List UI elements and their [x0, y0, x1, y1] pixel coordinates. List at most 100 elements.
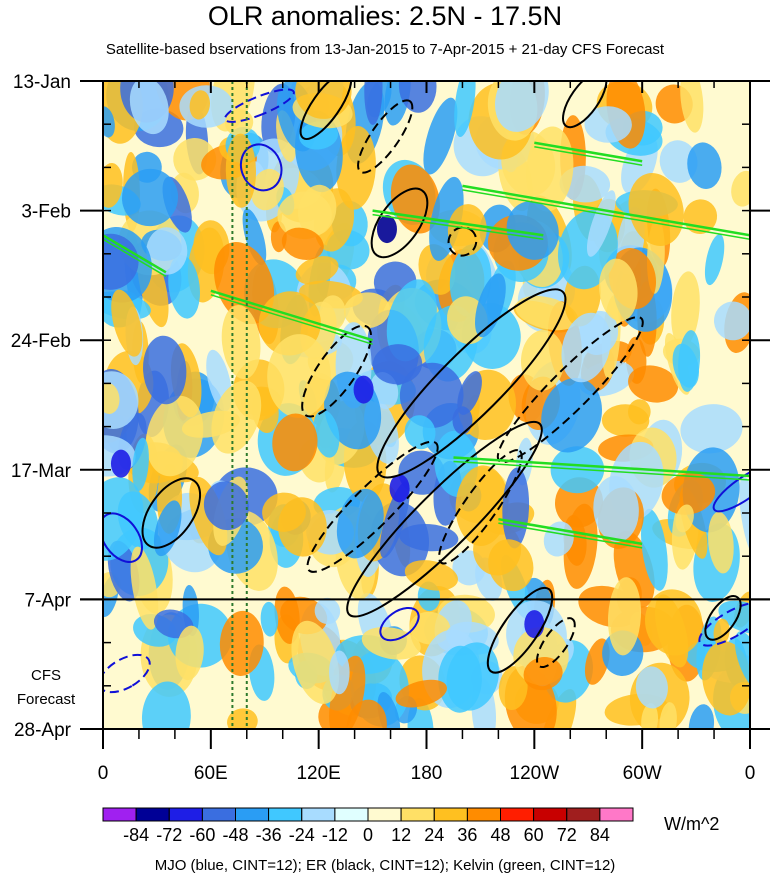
kelvin-contour — [453, 456, 750, 478]
colorbar-level-label: 84 — [590, 825, 610, 845]
er-contour — [438, 449, 523, 565]
anomaly-core — [376, 215, 397, 244]
anomaly-patch — [599, 258, 638, 322]
x-tick-label: 120W — [510, 763, 560, 784]
anomaly-patch — [607, 577, 642, 656]
anomaly-patch — [398, 81, 437, 113]
anomaly-patch — [539, 688, 577, 729]
anomaly-patch — [132, 437, 149, 492]
colorbar-swatch — [201, 807, 236, 822]
anomaly-patch — [593, 476, 639, 543]
anomaly-patch — [506, 201, 559, 260]
y-tick-label: 28-Apr — [14, 720, 72, 741]
axes: 13-Jan 3-Feb 24-Feb 17-Mar 7-Apr 28-Apr 0 60E 12… — [11, 72, 770, 784]
anomaly-patch — [242, 208, 267, 266]
mjo-contour — [103, 512, 143, 563]
anomaly-patch — [143, 335, 187, 405]
anomaly-patch — [713, 301, 750, 341]
anomaly-patch — [671, 271, 700, 348]
anomaly-patch — [336, 488, 384, 559]
anomaly-patch — [731, 170, 750, 207]
anomaly-patch — [739, 476, 750, 559]
anomaly-core — [389, 474, 410, 503]
anomaly-patch — [146, 395, 204, 477]
forecast-label: CFS Forecast — [14, 664, 78, 712]
colorbar-level-label: 48 — [490, 825, 510, 845]
colorbar-swatch — [334, 807, 369, 822]
colorbar-level-label: -72 — [156, 825, 182, 845]
kelvin-contour — [534, 145, 643, 166]
anomaly-patch — [654, 594, 689, 668]
anomaly-patch — [313, 409, 340, 458]
anomaly-patch — [299, 121, 339, 150]
er-contour — [562, 81, 608, 129]
er-contour — [447, 226, 478, 257]
anomaly-patch — [346, 699, 387, 729]
er-contour — [486, 586, 554, 674]
anomaly-patch — [189, 90, 211, 120]
contour-legend-note: MJO (blue, CINT=12); ER (black, CINT=12)… — [154, 857, 616, 874]
anomaly-patch — [219, 610, 264, 676]
colorbar-level-label: -60 — [189, 825, 215, 845]
x-tick-label: 0 — [745, 763, 756, 784]
anomaly-patch — [281, 227, 324, 260]
mjo-contour — [239, 143, 283, 192]
anomaly-patch — [299, 280, 363, 309]
forecast-label-line: CFS — [31, 667, 61, 684]
kelvin-contour — [210, 294, 373, 345]
y-tick-label: 7-Apr — [25, 590, 72, 611]
colorbar-level-label: 12 — [391, 825, 411, 845]
x-tick-label: 180 — [411, 763, 443, 784]
chart-title: OLR anomalies: 2.5N - 17.5N — [207, 1, 563, 31]
colorbar-level-label: -12 — [322, 825, 348, 845]
anomaly-patch — [498, 666, 528, 711]
kelvin-contour — [498, 522, 643, 549]
anomaly-patch — [661, 472, 716, 515]
anomaly-patch — [262, 492, 306, 532]
anomaly-patch — [214, 242, 275, 324]
y-tick-label: 13-Jan — [13, 72, 71, 93]
y-tick-label: 3-Feb — [21, 202, 71, 223]
er-contour — [346, 420, 543, 618]
colorbar-units: W/m^2 — [664, 814, 720, 834]
anomaly-patch — [130, 546, 159, 630]
anomaly-patch — [523, 657, 563, 691]
colorbar-swatch — [533, 807, 568, 822]
anomaly-patch — [314, 597, 341, 625]
plot-area — [103, 81, 750, 729]
anomaly-patch — [418, 244, 456, 295]
anomaly-patch — [675, 504, 694, 533]
anomaly-patch — [446, 642, 500, 711]
anomaly-patch — [343, 292, 390, 329]
anomaly-patch — [291, 620, 340, 705]
anomaly-patch — [708, 511, 734, 574]
anomaly-core — [353, 375, 374, 404]
anomaly-patch — [641, 703, 659, 729]
er-contour — [141, 477, 202, 549]
anomaly-patch — [584, 106, 632, 143]
mjo-contour — [379, 606, 420, 642]
colorbar-swatch — [500, 807, 535, 822]
anomaly-patch — [111, 289, 143, 357]
anomaly-patch — [260, 601, 279, 637]
anomaly-patch — [203, 481, 249, 531]
anomaly-patch — [488, 539, 534, 592]
kelvin-contour — [372, 209, 544, 237]
anomaly-patch — [494, 81, 549, 132]
colorbar-swatch — [599, 807, 634, 822]
x-tick-label: 120E — [296, 763, 340, 784]
colorbar-swatch — [268, 807, 303, 822]
anomaly-patch — [628, 173, 684, 246]
colorbar-level-label: 0 — [363, 825, 373, 845]
x-tick-label: 0 — [98, 763, 109, 784]
anomaly-patch — [704, 234, 725, 286]
anomaly-patch — [399, 362, 464, 429]
x-tick-label: 60W — [623, 763, 662, 784]
anomaly-patch — [129, 81, 169, 135]
anomaly-patch — [211, 380, 262, 454]
anomaly-core — [452, 406, 473, 435]
anomaly-patch — [103, 106, 115, 138]
anomaly-patch — [454, 81, 476, 137]
anomaly-patch — [329, 650, 350, 695]
